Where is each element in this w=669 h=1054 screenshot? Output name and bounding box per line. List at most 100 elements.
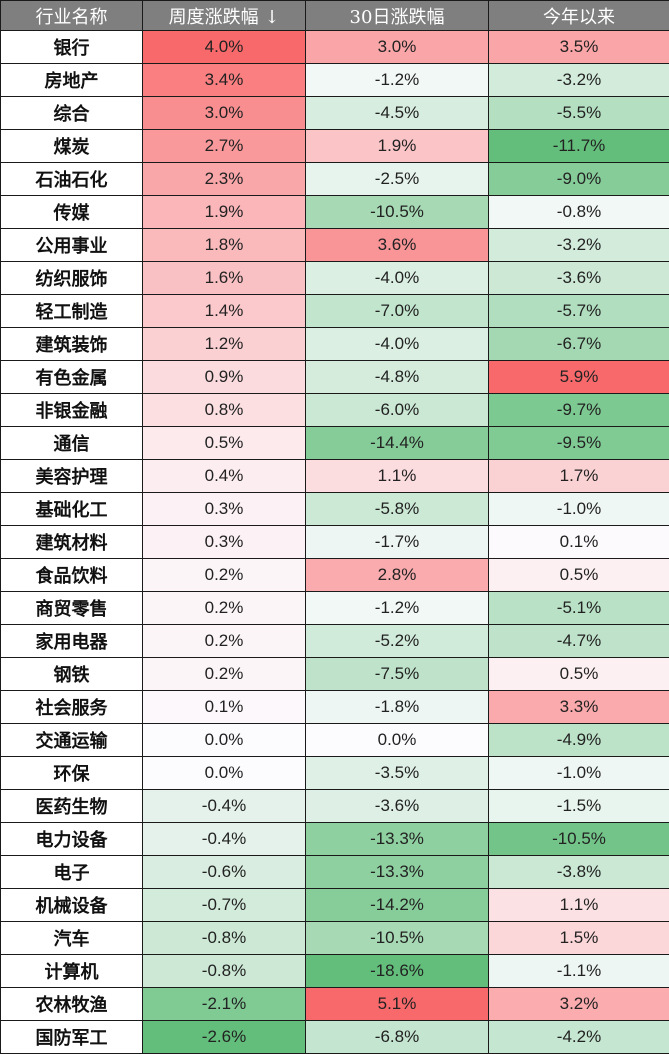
30day-change-cell: -7.5%: [306, 658, 489, 691]
industry-name: 商贸零售: [1, 592, 143, 625]
30day-change-cell: -4.8%: [306, 361, 489, 394]
industry-name: 公用事业: [1, 229, 143, 262]
weekly-change-cell: 1.8%: [143, 229, 306, 262]
ytd-change-cell: -1.0%: [489, 493, 669, 526]
ytd-change-cell: 1.7%: [489, 460, 669, 493]
header-weekly-change[interactable]: 周度涨跌幅 ↓: [143, 1, 306, 31]
table-row: 机械设备-0.7%-14.2%1.1%: [1, 889, 669, 922]
industry-name: 机械设备: [1, 889, 143, 922]
industry-name: 通信: [1, 427, 143, 460]
30day-change-cell: -4.0%: [306, 262, 489, 295]
30day-change-cell: -3.5%: [306, 757, 489, 790]
30day-change-cell: -1.8%: [306, 691, 489, 724]
industry-name: 基础化工: [1, 493, 143, 526]
header-30day-change[interactable]: 30日涨跌幅: [306, 1, 489, 31]
table-row: 国防军工-2.6%-6.8%-4.2%: [1, 1021, 669, 1054]
30day-change-cell: -10.5%: [306, 922, 489, 955]
ytd-change-cell: -9.0%: [489, 163, 669, 196]
ytd-change-cell: -5.7%: [489, 295, 669, 328]
ytd-change-cell: -9.7%: [489, 394, 669, 427]
industry-name: 非银金融: [1, 394, 143, 427]
ytd-change-cell: -3.2%: [489, 229, 669, 262]
industry-name: 环保: [1, 757, 143, 790]
table-row: 医药生物-0.4%-3.6%-1.5%: [1, 790, 669, 823]
ytd-change-cell: 0.1%: [489, 526, 669, 559]
header-ytd-change[interactable]: 今年以来: [489, 1, 669, 31]
header-industry[interactable]: 行业名称: [1, 1, 143, 31]
industry-name: 社会服务: [1, 691, 143, 724]
ytd-change-cell: -4.2%: [489, 1021, 669, 1054]
ytd-change-cell: 5.9%: [489, 361, 669, 394]
ytd-change-cell: -4.9%: [489, 724, 669, 757]
table-row: 电子-0.6%-13.3%-3.8%: [1, 856, 669, 889]
weekly-change-cell: 0.2%: [143, 592, 306, 625]
weekly-change-cell: 0.8%: [143, 394, 306, 427]
weekly-change-cell: 0.3%: [143, 526, 306, 559]
ytd-change-cell: 0.5%: [489, 658, 669, 691]
ytd-change-cell: -3.6%: [489, 262, 669, 295]
ytd-change-cell: -1.5%: [489, 790, 669, 823]
table-row: 汽车-0.8%-10.5%1.5%: [1, 922, 669, 955]
30day-change-cell: 3.6%: [306, 229, 489, 262]
30day-change-cell: -2.5%: [306, 163, 489, 196]
ytd-change-cell: -5.1%: [489, 592, 669, 625]
industry-name: 家用电器: [1, 625, 143, 658]
industry-name: 传媒: [1, 196, 143, 229]
weekly-change-cell: -0.6%: [143, 856, 306, 889]
30day-change-cell: -6.8%: [306, 1021, 489, 1054]
weekly-change-cell: -0.7%: [143, 889, 306, 922]
30day-change-cell: 0.0%: [306, 724, 489, 757]
30day-change-cell: 5.1%: [306, 988, 489, 1021]
ytd-change-cell: 3.5%: [489, 31, 669, 64]
ytd-change-cell: 1.5%: [489, 922, 669, 955]
weekly-change-cell: 0.9%: [143, 361, 306, 394]
industry-name: 电力设备: [1, 823, 143, 856]
industry-name: 纺织服饰: [1, 262, 143, 295]
industry-name: 石油石化: [1, 163, 143, 196]
weekly-change-cell: 0.3%: [143, 493, 306, 526]
30day-change-cell: -10.5%: [306, 196, 489, 229]
table-row: 电力设备-0.4%-13.3%-10.5%: [1, 823, 669, 856]
30day-change-cell: -6.0%: [306, 394, 489, 427]
ytd-change-cell: -5.5%: [489, 97, 669, 130]
ytd-change-cell: -1.0%: [489, 757, 669, 790]
industry-name: 国防军工: [1, 1021, 143, 1054]
weekly-change-cell: 1.2%: [143, 328, 306, 361]
weekly-change-cell: -0.8%: [143, 955, 306, 988]
industry-name: 轻工制造: [1, 295, 143, 328]
weekly-change-cell: 4.0%: [143, 31, 306, 64]
industry-name: 银行: [1, 31, 143, 64]
header-row: 行业名称 周度涨跌幅 ↓ 30日涨跌幅 今年以来: [1, 1, 669, 31]
30day-change-cell: 2.8%: [306, 559, 489, 592]
30day-change-cell: -13.3%: [306, 856, 489, 889]
weekly-change-cell: 0.2%: [143, 559, 306, 592]
industry-name: 综合: [1, 97, 143, 130]
weekly-change-cell: 0.4%: [143, 460, 306, 493]
industry-name: 房地产: [1, 64, 143, 97]
industry-name: 医药生物: [1, 790, 143, 823]
30day-change-cell: -18.6%: [306, 955, 489, 988]
weekly-change-cell: 0.2%: [143, 625, 306, 658]
industry-name: 有色金属: [1, 361, 143, 394]
ytd-change-cell: -9.5%: [489, 427, 669, 460]
ytd-change-cell: -4.7%: [489, 625, 669, 658]
weekly-change-cell: -0.4%: [143, 790, 306, 823]
30day-change-cell: -14.2%: [306, 889, 489, 922]
ytd-change-cell: 0.5%: [489, 559, 669, 592]
industry-name: 食品饮料: [1, 559, 143, 592]
industry-name: 钢铁: [1, 658, 143, 691]
